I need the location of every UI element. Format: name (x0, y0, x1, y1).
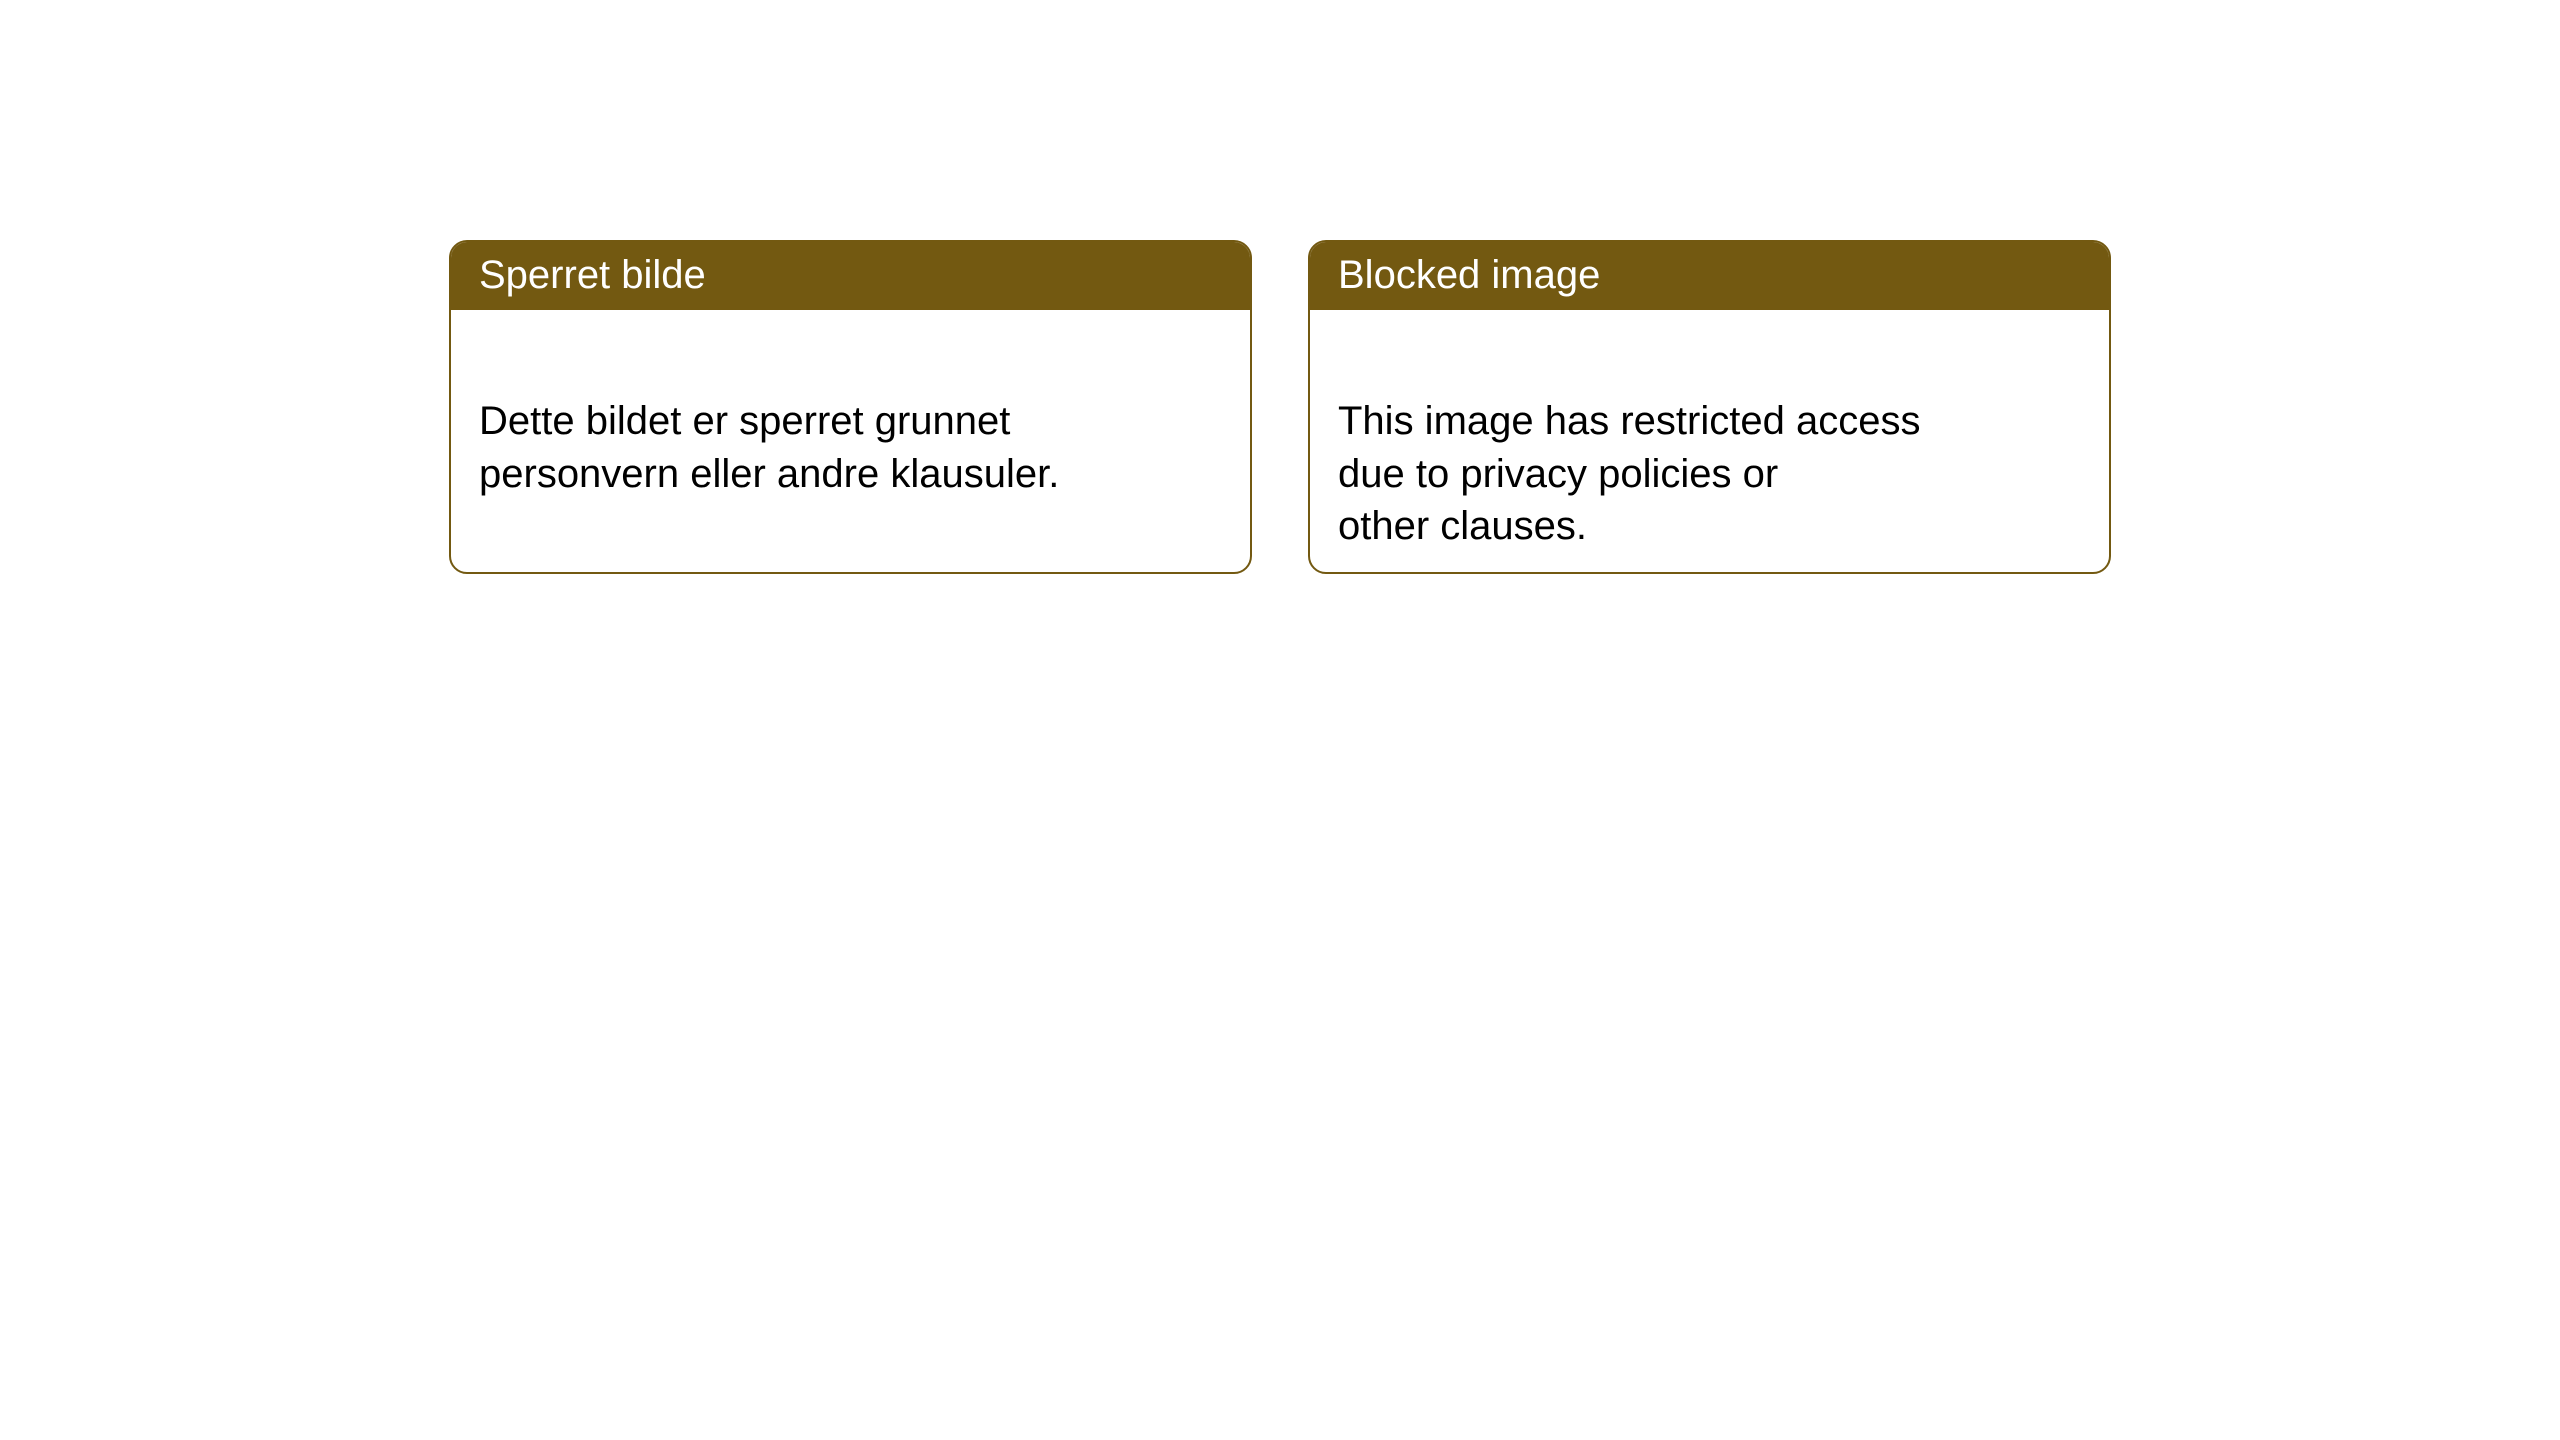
notice-header: Sperret bilde (451, 242, 1250, 310)
notice-body: This image has restricted access due to … (1310, 310, 2109, 574)
notice-body-text: Dette bildet er sperret grunnet personve… (479, 399, 1059, 496)
notice-card-norwegian: Sperret bilde Dette bildet er sperret gr… (449, 240, 1252, 574)
notice-body: Dette bildet er sperret grunnet personve… (451, 310, 1250, 528)
notice-header: Blocked image (1310, 242, 2109, 310)
notice-card-english: Blocked image This image has restricted … (1308, 240, 2111, 574)
notice-container: Sperret bilde Dette bildet er sperret gr… (0, 0, 2560, 574)
notice-body-text: This image has restricted access due to … (1338, 399, 1920, 549)
notice-title-text: Blocked image (1338, 253, 1600, 297)
notice-title-text: Sperret bilde (479, 253, 706, 297)
